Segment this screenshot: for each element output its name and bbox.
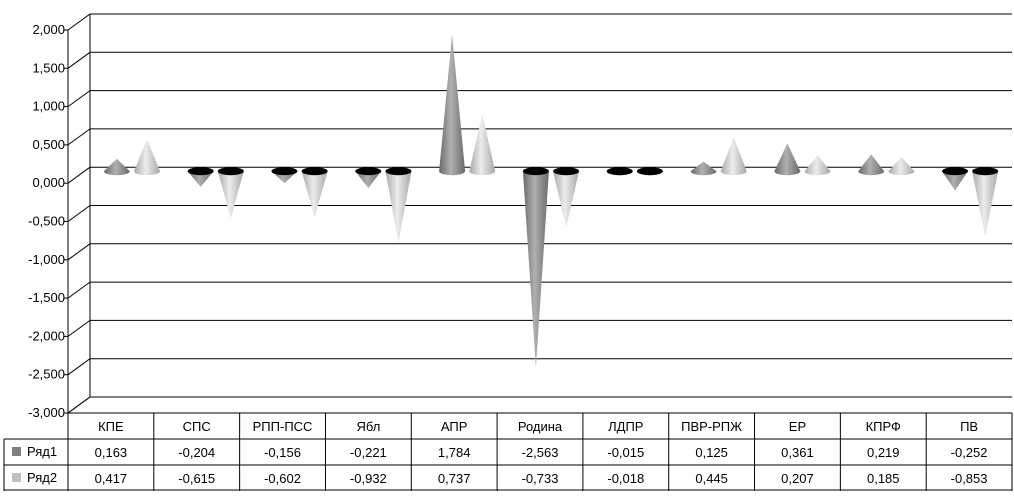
cone-base-cap — [606, 167, 633, 176]
legend-swatch — [12, 447, 21, 456]
cone-base-cap — [553, 167, 580, 176]
y-tick-label: -3,000 — [28, 405, 65, 420]
data-label: -0,252 — [951, 445, 988, 460]
gridline-depth — [67, 319, 91, 337]
data-label: -0,615 — [178, 471, 215, 486]
data-label: 0,737 — [438, 471, 471, 486]
category-label: АПР — [441, 419, 468, 434]
data-label: 0,361 — [781, 445, 814, 460]
y-tick-label: -0,500 — [28, 214, 65, 229]
cone-2-3 — [301, 167, 328, 218]
data-label: -0,853 — [951, 471, 988, 486]
y-tick-label: -2,000 — [28, 328, 65, 343]
data-label: -2,563 — [522, 445, 559, 460]
data-label: 0,207 — [781, 471, 814, 486]
cone-2-11 — [972, 167, 999, 237]
gridline-depth — [67, 243, 91, 261]
category-label: ЕР — [789, 419, 806, 434]
cone-2-7 — [636, 167, 663, 176]
cone-1-4 — [355, 167, 382, 189]
y-tick-label: 1,500 — [32, 60, 65, 75]
gridline-depth — [67, 205, 91, 222]
series-name: Ряд2 — [27, 470, 57, 485]
gridlines — [64, 13, 1012, 414]
cone-base-cap — [355, 167, 382, 176]
category-label: КПЕ — [98, 419, 124, 434]
data-label: -0,221 — [350, 445, 387, 460]
gridline-depth — [67, 51, 91, 69]
y-tick-label: 2,000 — [32, 22, 65, 37]
cone-base-cap — [636, 167, 663, 176]
y-tick-label: 0,500 — [32, 137, 65, 152]
cone-2-1 — [133, 139, 160, 176]
category-label: ЛДПР — [608, 419, 643, 434]
data-label: 0,185 — [867, 471, 900, 486]
data-label: -0,204 — [178, 445, 215, 460]
gridline-depth — [67, 13, 91, 31]
category-label: РПП-ПСС — [253, 419, 313, 434]
cone-base-cap — [385, 167, 412, 176]
cone-2-5 — [469, 114, 496, 176]
cone-1-8 — [690, 161, 717, 176]
cone-1-9 — [774, 143, 801, 176]
category-label: СПС — [183, 419, 211, 434]
cone-2-6 — [553, 167, 580, 228]
data-label: 0,125 — [695, 445, 728, 460]
cone-2-4 — [385, 167, 412, 243]
data-label: 0,163 — [95, 445, 128, 460]
cone-1-6 — [522, 167, 549, 368]
legend-swatch — [12, 473, 21, 482]
data-label: 0,219 — [867, 445, 900, 460]
category-label: Ябл — [356, 419, 380, 434]
series-name: Ряд1 — [27, 444, 57, 459]
data-label: 0,417 — [95, 471, 128, 486]
cone-2-10 — [888, 157, 915, 176]
cone-base-cap — [942, 167, 969, 176]
gridline-depth — [67, 166, 91, 184]
data-label: -0,733 — [522, 471, 559, 486]
y-axis-tick-labels: 2,000 1,500 1,000 0,500 0,000 -0,500 -1,000 -1,… — [28, 22, 65, 420]
cone-base-cap — [972, 167, 999, 176]
category-label: Родина — [518, 419, 563, 434]
gridline-depth — [67, 358, 91, 376]
cone-1-7 — [606, 167, 633, 176]
gridline-depth — [67, 128, 91, 146]
cone-1-5 — [439, 34, 466, 176]
cone-2-9 — [804, 155, 831, 176]
data-label: 1,784 — [438, 445, 471, 460]
category-label: КПРФ — [866, 419, 901, 434]
y-tick-label: -1,000 — [28, 252, 65, 267]
cone-base-cap — [271, 167, 298, 176]
y-tick-label: -2,500 — [28, 367, 65, 382]
category-label: ПВ — [960, 419, 978, 434]
data-label: -0,156 — [264, 445, 301, 460]
data-label: 0,445 — [695, 471, 728, 486]
cone-1-2 — [187, 167, 214, 187]
cone-base-cap — [522, 167, 549, 176]
cone-2-8 — [720, 137, 747, 176]
y-tick-label: 1,000 — [32, 99, 65, 114]
cone-1-3 — [271, 167, 298, 184]
cones — [103, 34, 999, 368]
gridline-depth — [67, 396, 91, 414]
cone-1-1 — [103, 158, 130, 176]
cone-base-cap — [301, 167, 328, 176]
data-table: КПЕ СПС РПП-ПСС Ябл АПР Родина ЛДПР ПВР-РПЖ ЕР КП… — [3, 412, 1013, 491]
gridline-depth — [67, 281, 91, 299]
cone-base-cap — [217, 167, 244, 176]
data-label: -0,932 — [350, 471, 387, 486]
cone-1-11 — [942, 167, 969, 191]
gridline-depth — [67, 90, 91, 108]
cone-2-2 — [217, 167, 244, 219]
cone-1-10 — [858, 154, 885, 176]
data-label: -0,018 — [607, 471, 644, 486]
y-tick-label: -1,500 — [28, 290, 65, 305]
category-label: ПВР-РПЖ — [681, 419, 742, 434]
data-label: -0,602 — [264, 471, 301, 486]
y-tick-label: 0,000 — [32, 175, 65, 190]
data-label: -0,015 — [607, 445, 644, 460]
cone-base-cap — [187, 167, 214, 176]
